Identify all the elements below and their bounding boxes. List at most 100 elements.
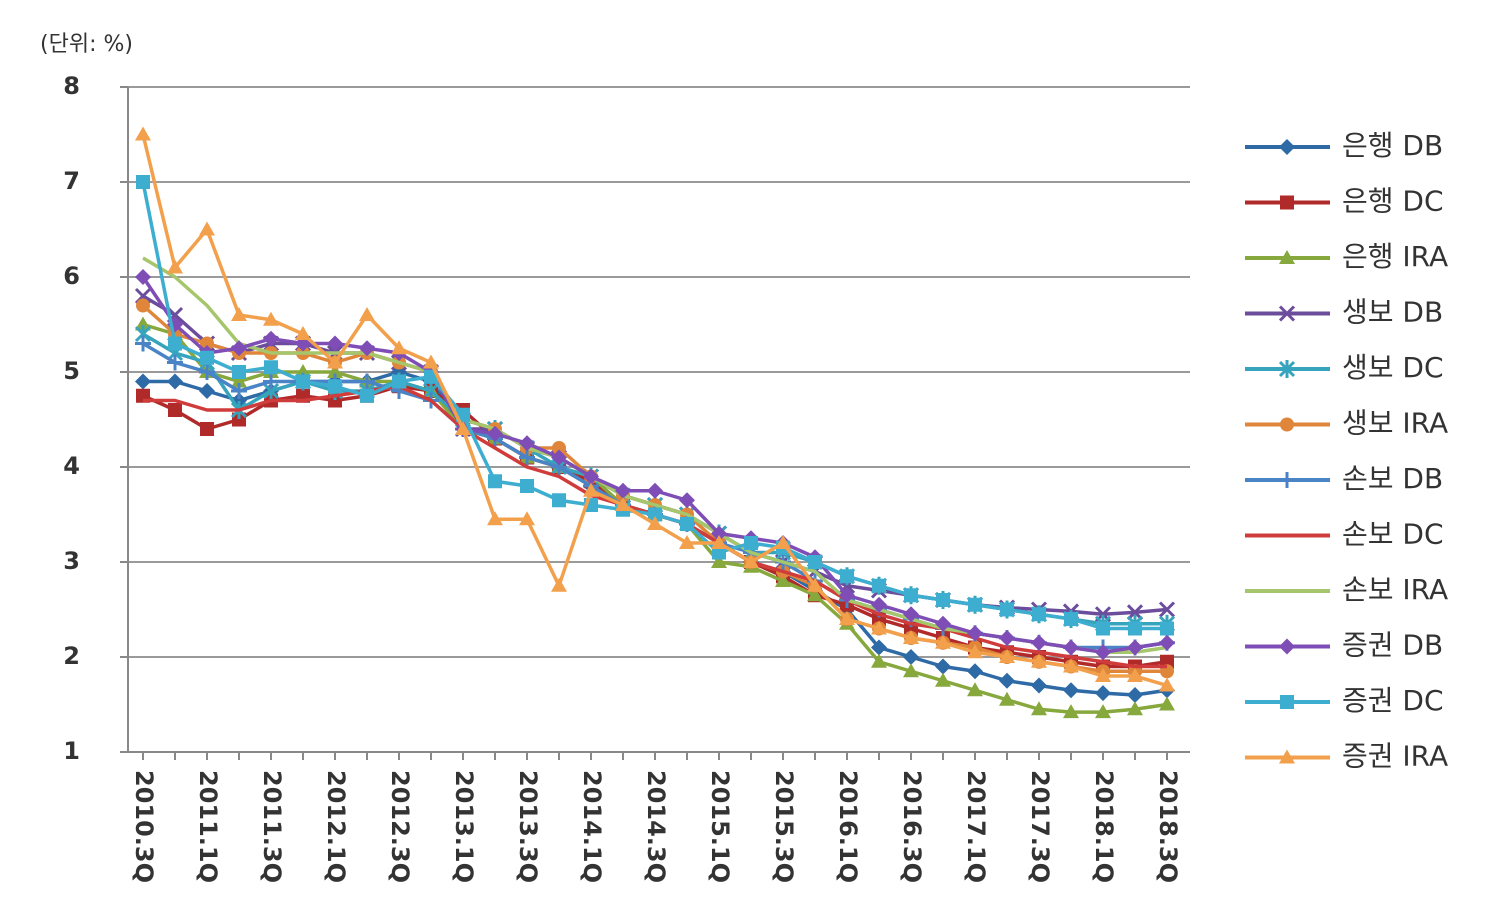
data-point — [295, 326, 311, 340]
data-point — [263, 373, 279, 390]
data-point — [1127, 701, 1143, 716]
data-point — [200, 336, 214, 351]
data-point — [871, 596, 887, 613]
x-tick-label: 2011.1Q — [194, 770, 222, 883]
data-point — [1128, 621, 1142, 636]
data-point — [1064, 612, 1078, 626]
x-tick-label: 2018.3Q — [1154, 770, 1182, 883]
series-line — [142, 256, 1168, 654]
data-point — [999, 691, 1015, 706]
legend-label: 손보 IRA — [1342, 573, 1448, 606]
data-point — [935, 615, 951, 632]
data-point — [359, 307, 375, 321]
data-point — [1159, 696, 1175, 711]
data-point — [231, 373, 247, 388]
x-tick-label: 2013.1Q — [450, 770, 478, 883]
x-tick-label: 2014.3Q — [642, 770, 670, 883]
data-point — [1031, 701, 1047, 716]
data-point — [999, 672, 1015, 689]
legend-label: 손보 DB — [1342, 462, 1443, 495]
data-point — [392, 374, 406, 389]
data-point — [903, 663, 919, 678]
data-point — [391, 340, 407, 355]
data-point — [232, 412, 246, 427]
data-point — [200, 422, 214, 436]
data-point — [1159, 634, 1175, 651]
data-point — [359, 340, 375, 357]
data-point — [1095, 644, 1111, 661]
data-point — [808, 555, 822, 569]
data-point — [167, 373, 183, 390]
data-point — [487, 511, 503, 526]
unit-label: (단위: %) — [40, 32, 133, 57]
data-point — [199, 364, 215, 380]
data-point — [168, 403, 182, 417]
data-point — [327, 364, 343, 378]
data-point — [1159, 677, 1175, 692]
data-point — [807, 587, 823, 602]
x-tick-label: 2010.3Q — [130, 770, 158, 883]
x-tick-label: 2014.1Q — [578, 770, 606, 883]
legend-label: 은행 IRA — [1342, 240, 1448, 273]
data-point — [135, 126, 151, 141]
data-point — [1096, 621, 1110, 636]
x-tick-label: 2011.3Q — [258, 770, 286, 883]
data-point — [135, 335, 151, 352]
data-point — [1127, 687, 1143, 703]
data-point — [1063, 658, 1079, 673]
data-point — [679, 492, 695, 509]
data-point — [200, 350, 214, 365]
data-point — [1063, 639, 1079, 656]
data-point — [967, 625, 983, 642]
data-point — [264, 360, 278, 375]
data-point — [999, 649, 1015, 663]
data-point — [583, 482, 599, 497]
x-tick-label: 2017.3Q — [1026, 770, 1054, 883]
data-point — [199, 221, 215, 236]
legend-marker — [1279, 638, 1295, 655]
data-point — [615, 497, 631, 511]
data-point — [775, 573, 791, 587]
data-point — [327, 354, 343, 369]
data-point — [1127, 639, 1143, 656]
data-point — [615, 482, 631, 499]
data-point — [583, 468, 599, 485]
data-point — [936, 593, 950, 607]
data-point — [903, 630, 919, 644]
series-line — [141, 276, 1168, 654]
data-point — [904, 588, 918, 603]
data-point — [872, 578, 886, 593]
legend-marker — [1280, 417, 1294, 432]
data-point — [136, 175, 150, 189]
data-point — [135, 373, 151, 390]
x-tick-label: 2015.1Q — [706, 770, 734, 883]
legend-marker — [1278, 305, 1296, 322]
data-point — [871, 639, 887, 656]
data-point — [1000, 602, 1014, 617]
data-point — [1031, 634, 1047, 651]
data-point — [711, 535, 727, 549]
data-point — [807, 577, 823, 592]
x-tick-label: 2015.3Q — [770, 770, 798, 883]
data-point — [711, 554, 727, 568]
legend-label: 생보 DB — [1342, 296, 1443, 329]
data-point — [1127, 668, 1143, 682]
data-point — [839, 587, 855, 604]
data-point — [167, 259, 183, 274]
data-point — [935, 672, 951, 687]
data-point — [935, 658, 951, 675]
data-point — [136, 298, 150, 313]
data-point — [552, 441, 566, 455]
data-point — [968, 597, 982, 612]
data-point — [967, 682, 983, 697]
data-point — [423, 354, 439, 369]
y-tick-label: 5 — [63, 357, 80, 385]
data-point — [903, 606, 919, 623]
data-point — [552, 493, 566, 508]
legend-marker — [1280, 695, 1294, 709]
data-point — [1032, 607, 1046, 622]
data-point — [840, 569, 854, 584]
data-point — [168, 336, 182, 351]
legend-marker — [1279, 472, 1295, 488]
